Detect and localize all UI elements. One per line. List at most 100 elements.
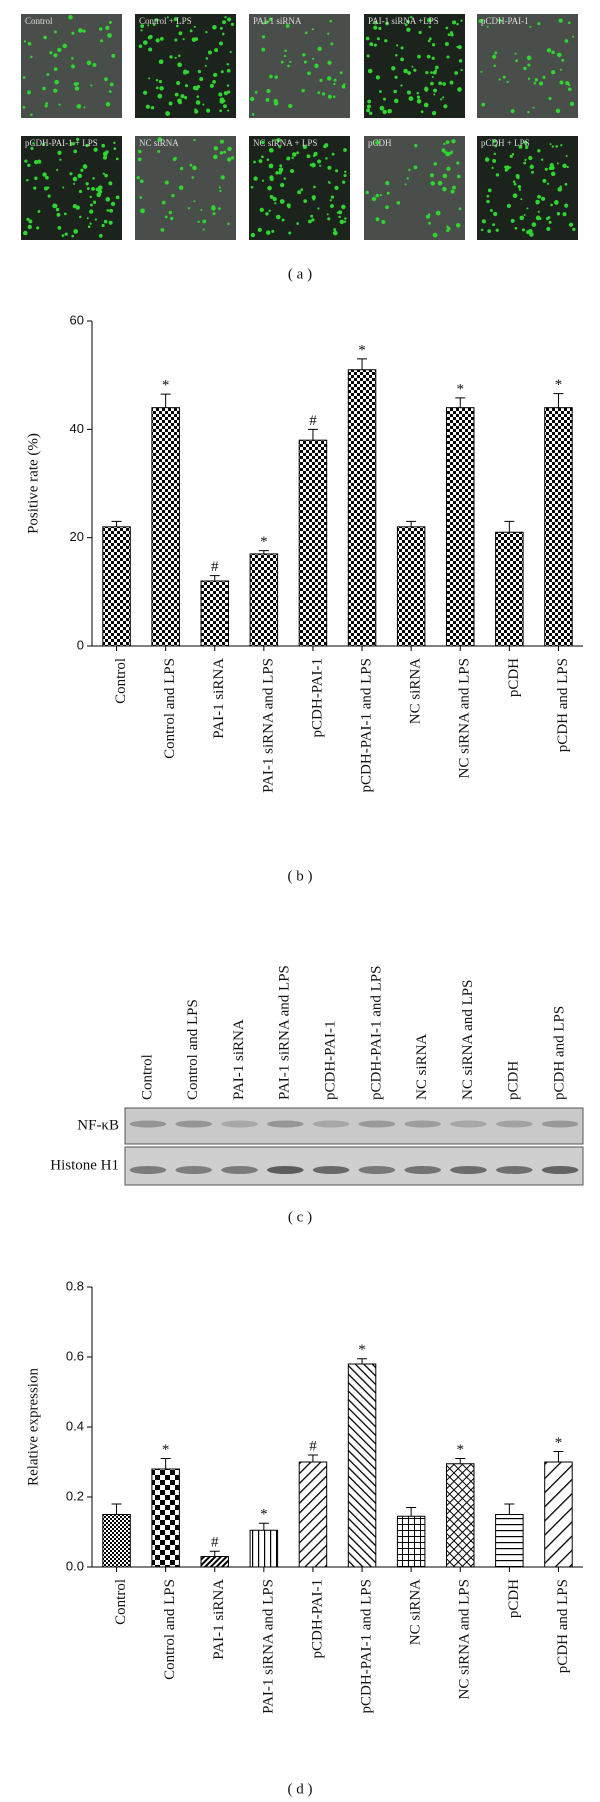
cell — [548, 96, 552, 101]
cell — [177, 62, 182, 68]
micrograph — [364, 136, 465, 240]
cell — [169, 55, 173, 59]
cell — [194, 37, 199, 41]
cell — [310, 214, 314, 218]
image-label: PAI-1 siRNA — [253, 16, 302, 26]
cell — [63, 212, 67, 216]
cell — [113, 147, 117, 150]
cell — [569, 101, 575, 107]
cell — [159, 36, 164, 41]
cell — [109, 208, 114, 213]
cell — [178, 100, 182, 105]
cell — [454, 71, 459, 75]
cell — [492, 54, 497, 59]
cell — [562, 163, 567, 169]
row-label: NF-κB — [77, 1117, 119, 1133]
cell — [559, 68, 562, 71]
x-tick-label: Control and LPS — [162, 1579, 178, 1680]
y-tick-label: 0 — [77, 637, 84, 652]
error-bar — [307, 428, 318, 441]
cell — [165, 111, 171, 116]
cell — [44, 104, 48, 108]
cell — [58, 103, 61, 106]
cell — [556, 52, 562, 58]
bar — [249, 1529, 279, 1568]
cell — [148, 77, 151, 80]
cell — [410, 15, 413, 19]
cell — [408, 96, 414, 101]
cell — [442, 82, 446, 86]
cell — [91, 187, 95, 191]
cell — [80, 168, 84, 172]
annotation: # — [309, 413, 317, 429]
cell — [261, 179, 265, 182]
annotation: * — [457, 381, 465, 397]
cell — [219, 26, 223, 30]
cell — [223, 104, 227, 109]
cell — [312, 57, 315, 60]
cell — [338, 210, 343, 215]
bar — [102, 1514, 131, 1568]
cell — [420, 110, 424, 114]
cell — [391, 66, 396, 71]
error-bar — [357, 358, 368, 370]
cell — [46, 73, 50, 77]
cell — [110, 201, 116, 207]
error-bar — [406, 1507, 417, 1517]
cell — [395, 53, 398, 57]
cell — [189, 29, 193, 33]
cell — [332, 230, 338, 236]
cell — [561, 58, 565, 62]
cell — [408, 168, 411, 172]
cell — [278, 167, 284, 173]
cell — [493, 64, 496, 68]
cell — [518, 145, 523, 149]
bar — [298, 439, 328, 647]
cell — [493, 211, 498, 217]
cell — [226, 84, 230, 87]
cell — [102, 155, 108, 160]
cell — [309, 163, 313, 167]
x-tick-label: NC siRNA — [408, 658, 424, 724]
panel-label: ( c ) — [288, 1209, 312, 1225]
cell — [489, 208, 493, 212]
cell — [205, 57, 209, 60]
cell — [45, 175, 49, 180]
cell — [92, 62, 97, 67]
cell — [520, 198, 523, 201]
cell — [269, 177, 274, 182]
cell — [319, 164, 322, 167]
row-label: Histone H1 — [50, 1157, 119, 1173]
cell — [168, 210, 173, 215]
cell — [325, 157, 328, 160]
cell — [519, 215, 524, 221]
cell — [176, 80, 181, 86]
band — [312, 1120, 350, 1128]
cell — [449, 151, 453, 155]
cell — [273, 101, 279, 106]
error-bar — [160, 1458, 171, 1469]
cell — [108, 20, 112, 24]
cell — [30, 55, 33, 59]
cell — [171, 193, 175, 198]
cell — [343, 148, 347, 152]
cell — [23, 40, 27, 43]
cell — [268, 147, 274, 153]
cell — [57, 226, 62, 230]
cell — [227, 146, 232, 151]
y-tick-label: 60 — [70, 312, 84, 327]
cell — [267, 185, 272, 191]
cell — [55, 207, 60, 212]
cell — [327, 60, 332, 65]
error-bar — [307, 1454, 318, 1462]
cell — [564, 39, 569, 43]
cell — [161, 200, 166, 205]
cell — [26, 90, 31, 95]
cell — [212, 80, 216, 84]
cell — [532, 106, 535, 109]
cell — [565, 154, 568, 158]
cell — [523, 214, 526, 217]
cell — [69, 172, 73, 176]
cell — [49, 51, 53, 55]
y-tick-label: 0.8 — [66, 1278, 84, 1293]
